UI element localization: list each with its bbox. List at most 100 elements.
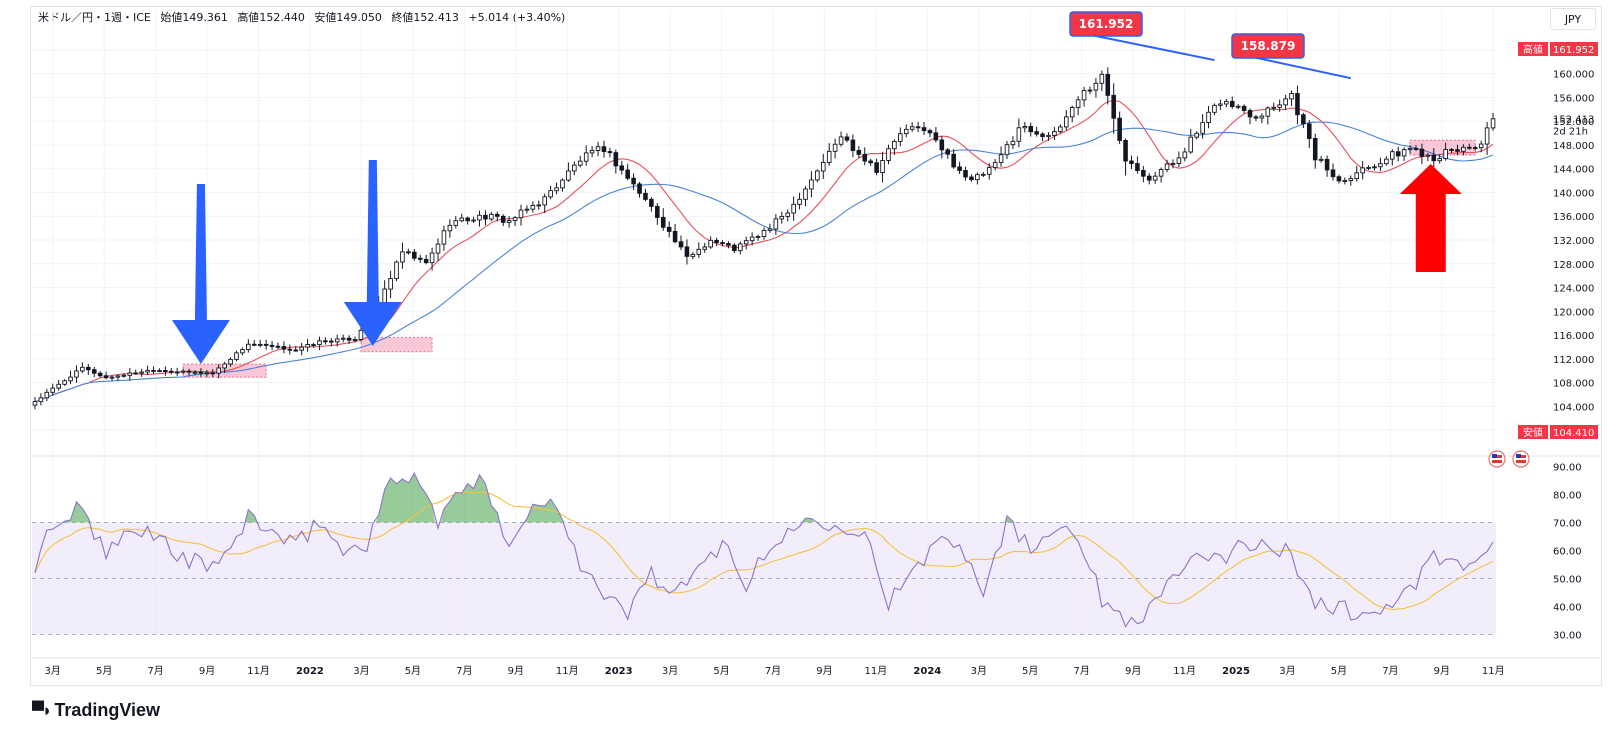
- time-axis-tick: 9月: [816, 665, 832, 677]
- candle-down-body: [613, 152, 619, 167]
- candle-up-body: [1461, 146, 1466, 152]
- candle-down-body: [103, 375, 109, 379]
- candle: [412, 248, 417, 261]
- candle: [251, 340, 257, 347]
- candle-down-body: [637, 183, 642, 194]
- candle-up-body: [577, 160, 583, 166]
- candle-up-body: [1224, 100, 1229, 105]
- candle-up-body: [1478, 143, 1484, 149]
- candle-down-body: [1467, 146, 1472, 149]
- candle: [494, 211, 500, 222]
- candle-down-body: [174, 371, 180, 374]
- candle: [1259, 113, 1265, 124]
- candle-up-body: [892, 141, 897, 150]
- candle: [228, 357, 233, 367]
- candle-down-body: [151, 369, 156, 372]
- candle: [649, 197, 654, 212]
- grid-lines: [32, 10, 1496, 640]
- candle: [293, 345, 299, 352]
- candle: [1123, 138, 1128, 176]
- candle-down-body: [251, 343, 257, 346]
- candle: [809, 171, 814, 198]
- time-axis-tick: 7月: [456, 665, 472, 677]
- candle-down-body: [1040, 133, 1045, 138]
- candle: [678, 235, 684, 250]
- candle: [400, 242, 405, 269]
- candle-up-body: [696, 248, 702, 255]
- high-price-tag-label: 高値: [1523, 43, 1543, 56]
- rsi-overbought-fill: [441, 474, 501, 523]
- candle-up-body: [1212, 104, 1217, 113]
- candle: [921, 121, 927, 136]
- candle-up-body: [489, 213, 494, 220]
- candle: [1200, 114, 1205, 139]
- candle-up-body: [334, 338, 340, 343]
- candle: [708, 236, 713, 249]
- high-price-tag: 高値 161.952: [1518, 42, 1598, 56]
- candle: [655, 202, 660, 225]
- candle: [246, 339, 251, 353]
- candle-up-body: [394, 261, 399, 280]
- ma-fast-line: [34, 99, 1494, 403]
- candle: [145, 365, 150, 375]
- candle-down-body: [1028, 126, 1034, 133]
- brand-logo[interactable]: ▀◗ TradingView: [32, 700, 160, 721]
- candle-up-body: [145, 369, 150, 373]
- candle-up-body: [832, 143, 838, 152]
- candle-down-body: [1419, 148, 1425, 157]
- symbol-title[interactable]: 米ドル／円・1週・ICE: [38, 11, 151, 24]
- candle: [257, 339, 263, 348]
- price-axis-tick: 104.000: [1553, 402, 1594, 413]
- time-axis-tick: 2024: [913, 666, 941, 677]
- candle: [240, 347, 245, 356]
- candle: [1407, 145, 1413, 154]
- candle-up-body: [1093, 82, 1099, 91]
- price-axis-tick: 116.000: [1553, 331, 1594, 342]
- candle-up-body: [299, 346, 304, 351]
- candle-up-body: [803, 188, 808, 200]
- candle: [832, 138, 838, 159]
- candle-up-body: [1354, 172, 1359, 180]
- candle: [489, 211, 494, 222]
- rsi-line: [34, 472, 1494, 628]
- candle-down-body: [1307, 123, 1312, 139]
- candle: [761, 227, 767, 240]
- candle-up-body: [1384, 158, 1389, 165]
- currency-button[interactable]: JPY: [1550, 8, 1596, 30]
- candle-down-body: [465, 217, 470, 222]
- candle-up-body: [1490, 118, 1496, 129]
- candle-up-body: [80, 366, 85, 372]
- candle-down-body: [1247, 110, 1253, 118]
- candle: [1218, 99, 1223, 111]
- candle-up-body: [903, 128, 909, 135]
- flag-canton: [1516, 454, 1521, 458]
- candle: [1277, 99, 1282, 112]
- candle-down-body: [678, 241, 684, 248]
- candle: [317, 336, 322, 351]
- candle: [157, 368, 162, 373]
- candle: [892, 139, 897, 155]
- candle-down-body: [1129, 160, 1134, 165]
- candle-up-body: [400, 251, 405, 263]
- candle: [909, 122, 915, 132]
- candle: [1372, 164, 1377, 171]
- candle: [738, 241, 743, 255]
- candle-up-body: [826, 150, 832, 163]
- candle: [1081, 86, 1087, 107]
- high-price-tag-label-bg: [1518, 42, 1548, 56]
- candle-down-body: [1253, 116, 1259, 119]
- candle-up-body: [524, 208, 530, 211]
- candle-down-body: [927, 130, 933, 134]
- candle: [572, 161, 577, 176]
- candle: [856, 146, 862, 159]
- candle: [613, 149, 619, 174]
- flag-ring: [1512, 450, 1530, 468]
- candle-up-body: [44, 391, 50, 399]
- candle: [536, 200, 542, 210]
- candle: [1022, 122, 1028, 133]
- candle: [1129, 155, 1134, 170]
- candle: [903, 124, 909, 138]
- candle-down-body: [631, 177, 636, 185]
- time-axis-tick: 5月: [96, 665, 112, 677]
